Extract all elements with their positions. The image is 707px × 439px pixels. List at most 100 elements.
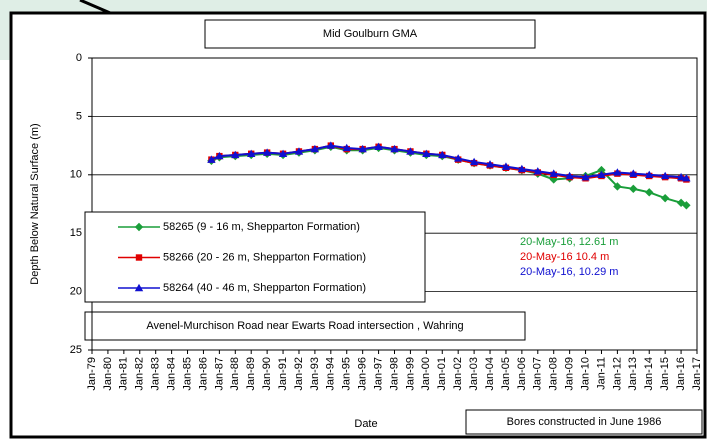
x-tick-label: Jan-10	[579, 357, 591, 391]
chart-title: Mid Goulburn GMA	[323, 28, 418, 40]
note-box	[465, 409, 703, 435]
x-tick-label: Jan-90	[261, 357, 273, 391]
x-tick-label: Jan-86	[197, 357, 209, 391]
data-point	[278, 149, 288, 157]
data-point	[613, 182, 622, 191]
data-point	[682, 173, 691, 182]
y-tick-label: 10	[70, 169, 82, 181]
data-point	[676, 172, 686, 181]
legend-label: 58264 (40 - 46 m, Shepparton Formation)	[163, 282, 366, 294]
note: Bores constructed in June 1986	[507, 416, 662, 428]
data-point	[422, 149, 431, 157]
data-point	[613, 168, 622, 176]
data-point	[294, 147, 304, 155]
x-tick-label: Jan-02	[452, 357, 464, 391]
x-tick-label: Jan-96	[357, 357, 369, 391]
x-tick-label: Jan-13	[627, 357, 639, 391]
data-point	[231, 150, 240, 159]
y-axis-label: Depth Below Natural Surface (m)	[29, 123, 41, 284]
data-point	[645, 188, 654, 197]
x-tick-label: Jan-97	[372, 357, 384, 391]
data-point	[469, 157, 479, 166]
series-line	[211, 144, 687, 180]
x-tick-label: Jan-03	[468, 357, 480, 391]
data-point	[262, 148, 272, 156]
x-tick-label: Jan-94	[325, 357, 337, 391]
annotation: 20-May-16, 12.61 m	[520, 236, 618, 248]
legend-marker	[134, 222, 144, 232]
x-tick-label: Jan-92	[293, 357, 305, 391]
x-tick-label: Jan-80	[102, 357, 114, 391]
data-point	[660, 171, 670, 180]
x-tick-label: Jan-95	[341, 357, 353, 391]
data-point	[501, 162, 511, 170]
x-tick-label: Jan-15	[659, 357, 671, 391]
data-point	[549, 175, 558, 184]
x-tick-label: Jan-88	[229, 357, 241, 391]
x-tick-label: Jan-89	[245, 357, 257, 391]
data-point	[247, 149, 256, 157]
x-tick-label: Jan-04	[484, 357, 496, 391]
x-tick-label: Jan-09	[564, 357, 576, 391]
data-point	[581, 172, 590, 181]
data-point	[342, 143, 351, 152]
legend-marker	[135, 254, 143, 261]
x-tick-label: Jan-91	[277, 357, 289, 391]
x-tick-label: Jan-05	[500, 357, 512, 391]
x-tick-label: Jan-79	[86, 357, 98, 391]
data-point	[645, 170, 654, 178]
x-tick-label: Jan-06	[516, 357, 528, 391]
x-tick-label: Jan-84	[166, 357, 178, 391]
x-axis-label: Date	[354, 418, 377, 430]
x-tick-label: Jan-16	[675, 357, 687, 391]
x-tick-label: Jan-08	[548, 357, 560, 391]
x-tick-label: Jan-87	[213, 357, 225, 391]
data-point	[682, 201, 691, 210]
data-point	[485, 160, 495, 168]
x-tick-label: Jan-00	[420, 357, 432, 391]
x-tick-label: Jan-81	[118, 357, 130, 391]
data-point	[660, 193, 670, 203]
legend-label: 58266 (20 - 26 m, Shepparton Formation)	[163, 251, 366, 263]
data-point	[310, 144, 320, 153]
data-point	[358, 144, 367, 153]
data-point	[517, 164, 527, 173]
x-tick-label: Jan-17	[691, 357, 703, 391]
data-point	[406, 147, 415, 155]
data-point	[597, 170, 606, 178]
subtitle-box	[84, 311, 526, 341]
x-tick-label: Jan-07	[532, 357, 544, 391]
y-tick-label: 25	[70, 344, 82, 356]
data-point	[629, 169, 638, 177]
legend-marker	[134, 283, 144, 292]
title-box	[204, 19, 536, 49]
data-point	[597, 165, 606, 175]
x-tick-label: Jan-12	[611, 357, 623, 391]
data-point	[207, 155, 216, 163]
data-point	[676, 198, 686, 208]
data-point	[629, 184, 638, 194]
y-tick-label: 15	[70, 227, 82, 239]
x-tick-label: Jan-93	[309, 357, 321, 391]
x-tick-label: Jan-14	[643, 357, 655, 391]
legend-label: 58265 (9 - 16 m, Shepparton Formation)	[163, 221, 360, 233]
y-tick-label: 5	[76, 110, 82, 122]
x-tick-label: Jan-82	[134, 357, 146, 391]
annotation: 20-May-16, 10.29 m	[520, 266, 618, 278]
x-tick-label: Jan-98	[388, 357, 400, 391]
data-point	[453, 154, 463, 162]
data-point	[565, 171, 574, 180]
data-point	[215, 151, 224, 160]
data-point	[326, 141, 336, 149]
y-tick-label: 0	[76, 52, 82, 64]
x-tick-label: Jan-85	[181, 357, 193, 391]
subtitle: Avenel-Murchison Road near Ewarts Road i…	[146, 320, 463, 332]
x-tick-label: Jan-11	[595, 357, 607, 390]
y-tick-label: 20	[70, 286, 82, 298]
data-point	[533, 167, 542, 175]
data-point	[549, 169, 558, 177]
x-tick-label: Jan-99	[404, 357, 416, 391]
annotation: 20-May-16 10.4 m	[520, 251, 609, 263]
x-tick-label: Jan-83	[150, 357, 162, 391]
data-point	[438, 150, 447, 159]
